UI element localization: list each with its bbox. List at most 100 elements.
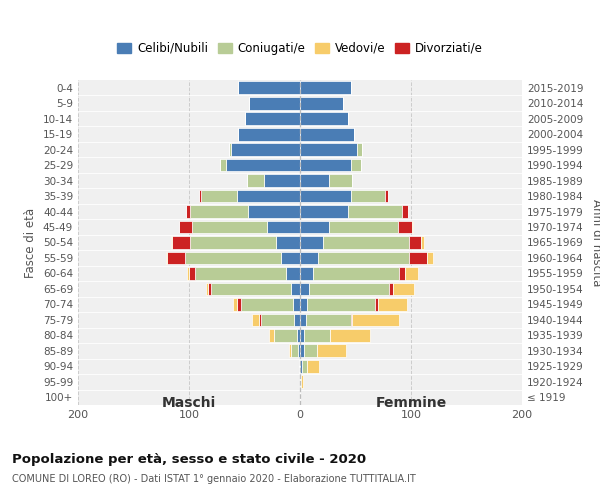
Bar <box>300 360 302 372</box>
Bar <box>275 236 300 249</box>
Bar <box>313 267 399 280</box>
Bar <box>300 236 323 249</box>
Bar <box>317 344 346 357</box>
Bar <box>302 360 307 372</box>
Bar <box>300 329 304 342</box>
Bar <box>286 267 300 280</box>
Bar <box>193 220 266 234</box>
Bar <box>300 174 329 187</box>
Bar <box>300 82 351 94</box>
Bar <box>406 267 418 280</box>
Bar <box>300 144 356 156</box>
Bar <box>171 236 172 249</box>
Bar <box>185 205 190 218</box>
Text: Popolazione per età, sesso e stato civile - 2020: Popolazione per età, sesso e stato civil… <box>12 452 366 466</box>
Bar <box>318 252 409 264</box>
Bar <box>351 314 352 326</box>
Bar <box>351 190 385 202</box>
Bar <box>167 252 185 264</box>
Bar <box>187 267 189 280</box>
Bar <box>226 159 300 172</box>
Bar <box>298 344 300 357</box>
Bar <box>194 267 286 280</box>
Bar <box>247 174 265 187</box>
Bar <box>385 190 388 202</box>
Bar <box>300 159 351 172</box>
Bar <box>299 360 300 372</box>
Bar <box>238 82 300 94</box>
Bar <box>329 174 352 187</box>
Text: Maschi: Maschi <box>162 396 216 409</box>
Bar <box>248 205 300 218</box>
Bar <box>269 329 274 342</box>
Bar <box>329 220 398 234</box>
Bar <box>300 97 343 110</box>
Bar <box>304 329 330 342</box>
Y-axis label: Fasce di età: Fasce di età <box>25 208 37 278</box>
Bar <box>300 282 309 296</box>
Bar <box>348 205 402 218</box>
Bar <box>351 159 361 172</box>
Bar <box>300 267 313 280</box>
Bar <box>300 128 355 140</box>
Bar <box>206 282 208 296</box>
Bar <box>307 360 319 372</box>
Bar <box>166 252 167 264</box>
Bar <box>300 205 348 218</box>
Bar <box>427 252 433 264</box>
Bar <box>323 236 409 249</box>
Bar <box>201 190 237 202</box>
Bar <box>296 329 300 342</box>
Bar <box>389 282 393 296</box>
Bar <box>330 329 370 342</box>
Bar <box>421 236 424 249</box>
Bar <box>300 298 307 310</box>
Bar <box>393 282 415 296</box>
Bar <box>211 282 291 296</box>
Bar <box>291 282 300 296</box>
Bar <box>237 190 300 202</box>
Bar <box>172 236 190 249</box>
Bar <box>376 298 378 310</box>
Bar <box>300 220 329 234</box>
Bar <box>265 174 300 187</box>
Bar <box>189 267 194 280</box>
Bar <box>295 314 300 326</box>
Bar <box>409 236 421 249</box>
Bar <box>300 252 318 264</box>
Bar <box>199 190 201 202</box>
Bar <box>289 344 291 357</box>
Bar <box>252 314 259 326</box>
Bar <box>231 144 300 156</box>
Bar <box>293 298 300 310</box>
Bar <box>399 267 406 280</box>
Bar <box>229 144 231 156</box>
Bar <box>398 220 412 234</box>
Bar <box>274 329 296 342</box>
Bar <box>249 97 300 110</box>
Bar <box>245 112 300 125</box>
Bar <box>233 298 237 310</box>
Bar <box>281 252 300 264</box>
Bar <box>190 205 248 218</box>
Bar <box>356 144 362 156</box>
Bar <box>220 159 226 172</box>
Bar <box>190 236 275 249</box>
Bar <box>300 190 351 202</box>
Bar <box>301 376 304 388</box>
Bar <box>412 220 413 234</box>
Y-axis label: Anni di nascita: Anni di nascita <box>590 199 600 286</box>
Bar <box>300 314 305 326</box>
Legend: Celibi/Nubili, Coniugati/e, Vedovi/e, Divorziati/e: Celibi/Nubili, Coniugati/e, Vedovi/e, Di… <box>112 37 488 60</box>
Bar <box>266 220 300 234</box>
Bar <box>409 252 427 264</box>
Text: Femmine: Femmine <box>376 396 446 409</box>
Bar <box>241 298 293 310</box>
Bar <box>261 314 295 326</box>
Bar <box>307 298 376 310</box>
Bar <box>185 252 281 264</box>
Bar <box>259 314 261 326</box>
Bar <box>352 314 399 326</box>
Bar <box>300 376 301 388</box>
Bar <box>304 344 317 357</box>
